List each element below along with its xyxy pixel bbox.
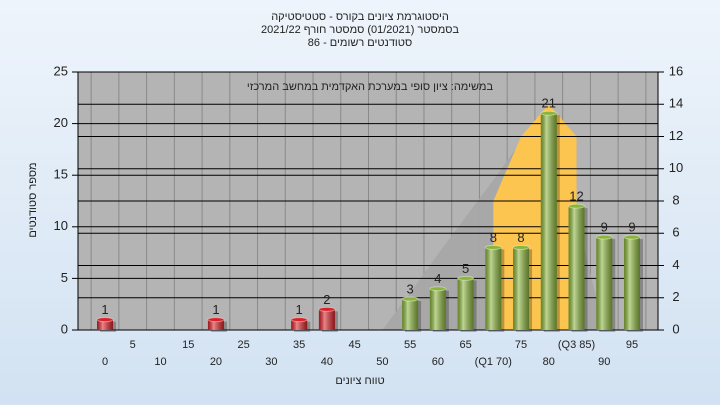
x-tick-label: 60 bbox=[432, 356, 444, 368]
x-tick-label: 90 bbox=[598, 356, 610, 368]
y-tick-label: 25 bbox=[54, 63, 68, 78]
title: בסמסטר (01/2021) סמסטר חורף 2021/22 bbox=[261, 24, 459, 36]
y-tick-label: 5 bbox=[61, 270, 68, 285]
bar-shine bbox=[97, 319, 113, 330]
bar-shine bbox=[207, 319, 224, 330]
bar-top bbox=[540, 110, 558, 116]
y2-tick-label: 2 bbox=[672, 289, 679, 304]
title: היסטוגרמת ציונים בקורס - סטטיסטיקה bbox=[271, 11, 449, 23]
y2-tick-label: 16 bbox=[669, 63, 683, 78]
x-tick-label: 10 bbox=[154, 356, 166, 368]
bar-shine bbox=[291, 319, 308, 330]
bar-top bbox=[207, 317, 225, 323]
data-label: 8 bbox=[490, 230, 497, 245]
bar-shine bbox=[402, 299, 419, 330]
data-label: 8 bbox=[517, 230, 524, 245]
x-tick-label: (Q3 85) bbox=[558, 339, 595, 351]
data-label: 2 bbox=[323, 292, 330, 307]
bar-top bbox=[484, 244, 502, 250]
y-axis-label: מספר סטודנטים bbox=[27, 162, 39, 237]
data-label: 1 bbox=[296, 302, 303, 317]
bar-top bbox=[595, 234, 613, 240]
data-label: 4 bbox=[434, 271, 441, 286]
title: סטודנטים רשומים - 86 bbox=[308, 37, 412, 49]
bar-top bbox=[623, 234, 641, 240]
x-tick-label: 40 bbox=[321, 356, 333, 368]
y2-tick-label: 10 bbox=[669, 160, 683, 175]
bar-shine bbox=[540, 113, 557, 330]
bar-top bbox=[290, 317, 308, 323]
y2-tick-label: 12 bbox=[669, 128, 683, 143]
x-tick-label: 75 bbox=[515, 339, 527, 351]
data-label: 1 bbox=[101, 302, 108, 317]
y2-tick-label: 8 bbox=[672, 192, 679, 207]
data-label: 9 bbox=[628, 220, 635, 235]
bar-shine bbox=[457, 278, 474, 330]
y-tick-label: 15 bbox=[54, 167, 68, 182]
y-tick-label: 20 bbox=[54, 115, 68, 130]
x-tick-label: 30 bbox=[265, 356, 277, 368]
bar-shine bbox=[568, 206, 585, 330]
bar-shine bbox=[318, 309, 335, 330]
bar-top bbox=[401, 296, 419, 302]
x-tick-label: (Q1 70) bbox=[475, 356, 512, 368]
bar-shine bbox=[429, 288, 446, 330]
bar-top bbox=[96, 317, 114, 323]
x-axis-label: טווח ציונים bbox=[335, 375, 384, 387]
data-label: 3 bbox=[406, 281, 413, 296]
y-tick-label: 10 bbox=[54, 218, 68, 233]
x-tick-label: 20 bbox=[210, 356, 222, 368]
bar-top bbox=[512, 244, 530, 250]
bar-shine bbox=[485, 247, 502, 330]
data-label: 1 bbox=[212, 302, 219, 317]
bar-top bbox=[457, 275, 475, 281]
bar-top bbox=[429, 286, 447, 292]
y2-tick-label: 0 bbox=[672, 321, 679, 336]
y2-tick-label: 6 bbox=[672, 225, 679, 240]
annotation: במשימה: ציון סופי במערכת האקדמית במחשב ה… bbox=[247, 81, 494, 93]
data-label: 5 bbox=[462, 261, 469, 276]
x-tick-label: 35 bbox=[293, 339, 305, 351]
layer: 0510152025024681012141601510152012530351… bbox=[54, 63, 684, 367]
bar-top bbox=[568, 203, 586, 209]
y-tick-label: 0 bbox=[61, 321, 68, 336]
x-tick-label: 25 bbox=[238, 339, 250, 351]
bar-top bbox=[318, 306, 336, 312]
bar-shine bbox=[624, 237, 640, 330]
x-tick-label: 95 bbox=[626, 339, 638, 351]
x-tick-label: 15 bbox=[182, 339, 194, 351]
bar-shine bbox=[596, 237, 613, 330]
x-tick-label: 55 bbox=[404, 339, 416, 351]
x-tick-label: 65 bbox=[459, 339, 471, 351]
x-tick-label: 5 bbox=[130, 339, 136, 351]
bar-shine bbox=[513, 247, 530, 330]
x-tick-label: 0 bbox=[102, 356, 108, 368]
x-tick-label: 80 bbox=[543, 356, 555, 368]
data-label: 21 bbox=[542, 96, 556, 111]
x-tick-label: 45 bbox=[349, 339, 361, 351]
y2-tick-label: 14 bbox=[669, 96, 683, 111]
x-tick-label: 50 bbox=[376, 356, 388, 368]
data-label: 12 bbox=[569, 189, 583, 204]
y2-tick-label: 4 bbox=[672, 257, 679, 272]
data-label: 9 bbox=[601, 220, 608, 235]
